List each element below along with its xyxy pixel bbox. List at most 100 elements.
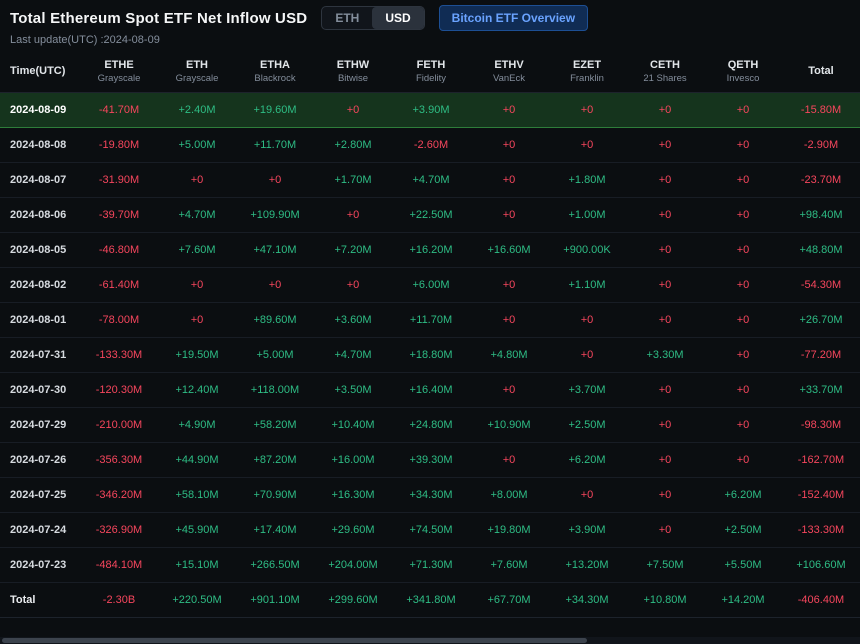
cell-value: +1.80M bbox=[548, 162, 626, 199]
cell-value: +3.50M bbox=[314, 372, 392, 409]
table-row: 2024-08-05 -46.80M +7.60M +47.10M +7.20M +16.… bbox=[0, 232, 860, 269]
cell-value: +0 bbox=[626, 127, 704, 164]
cell-value: +7.20M bbox=[314, 232, 392, 269]
cell-value: -19.80M bbox=[80, 127, 158, 164]
cell-value: +266.50M bbox=[236, 547, 314, 584]
cell-value: +0 bbox=[704, 442, 782, 479]
cell-value: +71.30M bbox=[392, 547, 470, 584]
cell-value: +7.60M bbox=[158, 232, 236, 269]
column-header-ethe: ETHE Grayscale bbox=[80, 52, 158, 94]
cell-value: +6.20M bbox=[548, 442, 626, 479]
cell-value: -54.30M bbox=[782, 267, 860, 304]
toggle-eth-button[interactable]: ETH bbox=[322, 7, 372, 29]
row-date: 2024-07-30 bbox=[0, 372, 80, 409]
cell-value: +0 bbox=[704, 407, 782, 444]
cell-value: +0 bbox=[236, 267, 314, 304]
cell-value: -152.40M bbox=[782, 477, 860, 514]
cell-value: +45.90M bbox=[158, 512, 236, 549]
cell-value: -162.70M bbox=[782, 442, 860, 479]
cell-value: +34.30M bbox=[548, 582, 626, 619]
currency-toggle: ETH USD bbox=[321, 6, 425, 30]
cell-value: +901.10M bbox=[236, 582, 314, 619]
cell-value: -39.70M bbox=[80, 197, 158, 234]
row-date: 2024-08-02 bbox=[0, 267, 80, 304]
page-title: Total Ethereum Spot ETF Net Inflow USD bbox=[10, 9, 308, 27]
row-date: 2024-08-08 bbox=[0, 127, 80, 164]
cell-value: +0 bbox=[626, 512, 704, 549]
cell-value: +0 bbox=[704, 197, 782, 234]
cell-value: -46.80M bbox=[80, 232, 158, 269]
row-date: 2024-07-29 bbox=[0, 407, 80, 444]
cell-value: +0 bbox=[470, 372, 548, 409]
cell-value: +0 bbox=[626, 442, 704, 479]
cell-value: +10.90M bbox=[470, 407, 548, 444]
cell-value: -120.30M bbox=[80, 372, 158, 409]
cell-value: -2.60M bbox=[392, 127, 470, 164]
cell-value: +4.80M bbox=[470, 337, 548, 374]
column-header-eth: ETH Grayscale bbox=[158, 52, 236, 94]
cell-value: +204.00M bbox=[314, 547, 392, 584]
cell-value: +0 bbox=[704, 267, 782, 304]
cell-value: +118.00M bbox=[236, 372, 314, 409]
cell-value: +2.80M bbox=[314, 127, 392, 164]
cell-value: +47.10M bbox=[236, 232, 314, 269]
column-header-ethv: ETHV VanEck bbox=[470, 52, 548, 94]
row-date: 2024-07-24 bbox=[0, 512, 80, 549]
row-date: 2024-08-06 bbox=[0, 197, 80, 234]
column-header-qeth: QETH Invesco bbox=[704, 52, 782, 94]
cell-value: +4.70M bbox=[158, 197, 236, 234]
cell-value: +22.50M bbox=[392, 197, 470, 234]
table-head: Time(UTC) ETHE Grayscale ETH Grayscale ETHA Bl… bbox=[0, 52, 860, 94]
table-row: 2024-08-09 -41.70M +2.40M +19.60M +0 +3.90M +0… bbox=[0, 92, 860, 129]
cell-value: +98.40M bbox=[782, 197, 860, 234]
cell-value: +0 bbox=[548, 302, 626, 339]
cell-value: +0 bbox=[548, 337, 626, 374]
cell-value: +0 bbox=[470, 197, 548, 234]
cell-value: -484.10M bbox=[80, 547, 158, 584]
cell-value: +0 bbox=[158, 302, 236, 339]
table-row: 2024-07-24 -326.90M +45.90M +17.40M +29.60M +… bbox=[0, 512, 860, 549]
total-row-label: Total bbox=[0, 582, 80, 619]
cell-value: +0 bbox=[548, 127, 626, 164]
cell-value: +0 bbox=[626, 372, 704, 409]
cell-value: +3.90M bbox=[548, 512, 626, 549]
cell-value: -406.40M bbox=[782, 582, 860, 619]
cell-value: +2.50M bbox=[548, 407, 626, 444]
horizontal-scrollbar bbox=[0, 637, 860, 644]
cell-value: +3.90M bbox=[392, 92, 470, 129]
row-date: 2024-08-05 bbox=[0, 232, 80, 269]
cell-value: +0 bbox=[314, 267, 392, 304]
cell-value: +0 bbox=[626, 197, 704, 234]
toggle-usd-button[interactable]: USD bbox=[372, 7, 424, 29]
last-update-label: Last update(UTC) :2024-08-09 bbox=[10, 34, 160, 46]
cell-value: +3.60M bbox=[314, 302, 392, 339]
table-row: 2024-08-06 -39.70M +4.70M +109.90M +0 +22.50M… bbox=[0, 197, 860, 234]
cell-value: +4.70M bbox=[314, 337, 392, 374]
cell-value: +10.80M bbox=[626, 582, 704, 619]
cell-value: +0 bbox=[626, 477, 704, 514]
scrollbar-thumb[interactable] bbox=[2, 638, 587, 643]
bitcoin-etf-overview-button[interactable]: Bitcoin ETF Overview bbox=[438, 5, 589, 31]
table-row: 2024-07-30 -120.30M +12.40M +118.00M +3.50M +… bbox=[0, 372, 860, 409]
column-header-ezet: EZET Franklin bbox=[548, 52, 626, 94]
cell-value: +0 bbox=[470, 162, 548, 199]
cell-value: +220.50M bbox=[158, 582, 236, 619]
cell-value: +0 bbox=[548, 92, 626, 129]
cell-value: +19.60M bbox=[236, 92, 314, 129]
cell-value: -78.00M bbox=[80, 302, 158, 339]
cell-value: +0 bbox=[236, 162, 314, 199]
table-row: 2024-07-23 -484.10M +15.10M +266.50M +204.00… bbox=[0, 547, 860, 584]
cell-value: +0 bbox=[704, 372, 782, 409]
cell-value: +0 bbox=[158, 162, 236, 199]
row-date: 2024-08-01 bbox=[0, 302, 80, 339]
cell-value: +0 bbox=[626, 407, 704, 444]
top-bar: Total Ethereum Spot ETF Net Inflow USD E… bbox=[0, 0, 860, 32]
cell-value: +16.40M bbox=[392, 372, 470, 409]
cell-value: +0 bbox=[704, 162, 782, 199]
cell-value: +87.20M bbox=[236, 442, 314, 479]
cell-value: +11.70M bbox=[236, 127, 314, 164]
table-row: 2024-08-08 -19.80M +5.00M +11.70M +2.80M -2.6… bbox=[0, 127, 860, 164]
cell-value: -133.30M bbox=[782, 512, 860, 549]
cell-value: +7.50M bbox=[626, 547, 704, 584]
